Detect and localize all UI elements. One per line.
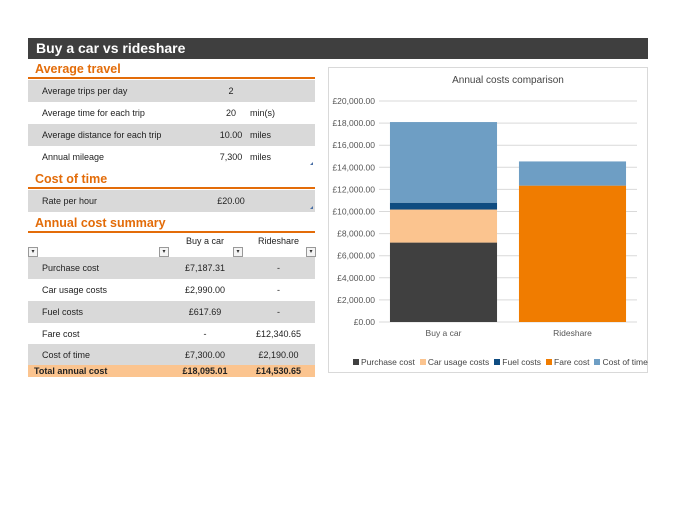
annual-mileage-row[interactable]: Annual mileage 7,300 miles (28, 146, 315, 168)
bar-segment (389, 122, 498, 203)
bar-segment (389, 209, 498, 243)
legend-swatch (546, 359, 553, 365)
total-buy-value: £18,095.01 (182, 366, 228, 376)
row-label: Average trips per day (42, 86, 128, 96)
y-tick-label: £18,000.00 (332, 118, 375, 128)
table-row[interactable]: Fuel costs £617.69 - (28, 301, 315, 323)
x-tick-label: Buy a car (426, 328, 462, 338)
y-tick-label: £16,000.00 (332, 140, 375, 150)
legend-item: Car usage costs (419, 357, 490, 367)
legend-swatch (419, 359, 426, 365)
y-tick-label: £0.00 (354, 317, 376, 327)
buy-value: £7,187.31 (184, 263, 226, 273)
row-label: Fare cost (42, 329, 80, 339)
row-label: Average time for each trip (42, 108, 145, 118)
buy-value: £617.69 (188, 307, 222, 317)
y-tick-label: £10,000.00 (332, 207, 375, 217)
chart-canvas: Annual costs comparison £0.00 £2,000.00 £4,… (332, 75, 637, 338)
legend-label: Purchase cost (361, 357, 415, 367)
summary-header-row: ▾ ▾ Buy a car ▾ Rideshare ▾ (28, 235, 316, 257)
row-unit: miles (250, 152, 272, 162)
y-tick-label: £6,000.00 (337, 251, 375, 261)
rideshare-value: - (277, 285, 280, 295)
row-label: Cost of time (42, 350, 91, 360)
legend-label: Fare cost (554, 357, 590, 367)
average-travel-heading: Average travel (28, 60, 315, 79)
filter-dropdown-icon[interactable]: ▾ (159, 247, 169, 257)
bar-segment (518, 161, 627, 186)
chart-title: Annual costs comparison (452, 75, 564, 86)
sheet-title: Buy a car vs rideshare (28, 38, 648, 59)
column-header-rideshare: Rideshare (257, 236, 300, 246)
y-tick-label: £12,000.00 (332, 184, 375, 194)
bar-segment (389, 202, 498, 210)
legend-swatch (494, 359, 501, 365)
row-unit: miles (250, 130, 272, 140)
legend-item: Fuel costs (494, 357, 541, 367)
buy-value: - (203, 329, 207, 339)
trips-per-day-row[interactable]: Average trips per day 2 (28, 80, 315, 102)
row-label: Rate per hour (42, 196, 98, 206)
chart-legend: Purchase cost Car usage costs Fuel costs Fa… (353, 357, 653, 367)
rate-per-hour-row[interactable]: Rate per hour £20.00 (28, 190, 315, 212)
annual-mileage-value[interactable]: 7,300 (219, 152, 243, 162)
legend-item: Cost of time (594, 357, 648, 367)
rideshare-value: - (277, 307, 280, 317)
legend-label: Fuel costs (502, 357, 542, 367)
buy-value: £2,990.00 (184, 285, 226, 295)
legend-item: Purchase cost (353, 357, 415, 367)
bar-segment (518, 185, 627, 322)
rate-per-hour-value[interactable]: £20.00 (217, 196, 245, 206)
legend-label: Cost of time (602, 357, 648, 367)
filter-dropdown-icon[interactable]: ▾ (306, 247, 316, 257)
distance-per-trip-row[interactable]: Average distance for each trip 10.00 mil… (28, 124, 315, 146)
total-row[interactable]: Total annual cost £18,095.01 £14,530.65 (28, 365, 315, 377)
table-row[interactable]: Purchase cost £7,187.31 - (28, 257, 315, 279)
trips-per-day-value[interactable]: 2 (228, 86, 234, 96)
row-label: Car usage costs (42, 285, 108, 295)
row-label: Annual mileage (42, 152, 105, 162)
buy-value: £7,300.00 (184, 350, 226, 360)
time-per-trip-value[interactable]: 20 (225, 108, 236, 118)
annual-cost-summary-heading: Annual cost summary (28, 214, 315, 233)
y-tick-label: £14,000.00 (332, 162, 375, 172)
bar-segment (389, 242, 498, 322)
row-label: Average distance for each trip (42, 130, 162, 140)
rideshare-value: £2,190.00 (258, 350, 299, 360)
y-tick-label: £8,000.00 (337, 229, 375, 239)
legend-swatch (594, 359, 601, 365)
y-tick-label: £2,000.00 (337, 295, 375, 305)
filter-dropdown-icon[interactable]: ▾ (233, 247, 243, 257)
time-per-trip-row[interactable]: Average time for each trip 20 min(s) (28, 102, 315, 124)
cost-of-time-heading: Cost of time (28, 170, 315, 189)
total-label: Total annual cost (34, 366, 108, 376)
column-header-buy: Buy a car (185, 236, 225, 246)
rideshare-value: £12,340.65 (255, 329, 302, 339)
legend-label: Car usage costs (427, 357, 490, 367)
rideshare-value: - (277, 263, 280, 273)
y-tick-label: £20,000.00 (332, 96, 375, 106)
table-resize-handle[interactable] (310, 162, 313, 165)
table-row[interactable]: Cost of time £7,300.00 £2,190.00 (28, 344, 315, 366)
filter-dropdown-icon[interactable]: ▾ (28, 247, 38, 257)
row-label: Purchase cost (42, 263, 100, 273)
table-row[interactable]: Fare cost - £12,340.65 (28, 323, 315, 345)
distance-per-trip-value[interactable]: 10.00 (219, 130, 243, 140)
table-resize-handle[interactable] (310, 206, 313, 209)
total-rideshare-value: £14,530.65 (255, 366, 302, 376)
y-tick-label: £4,000.00 (337, 273, 375, 283)
legend-swatch (353, 359, 359, 365)
legend-item: Fare cost (546, 357, 589, 367)
x-tick-label: Rideshare (553, 328, 592, 338)
row-label: Fuel costs (42, 307, 84, 317)
annual-costs-chart[interactable]: Annual costs comparison £0.00 £2,000.00 £4,… (328, 67, 648, 373)
table-row[interactable]: Car usage costs £2,990.00 - (28, 279, 315, 301)
row-unit: min(s) (250, 108, 275, 118)
